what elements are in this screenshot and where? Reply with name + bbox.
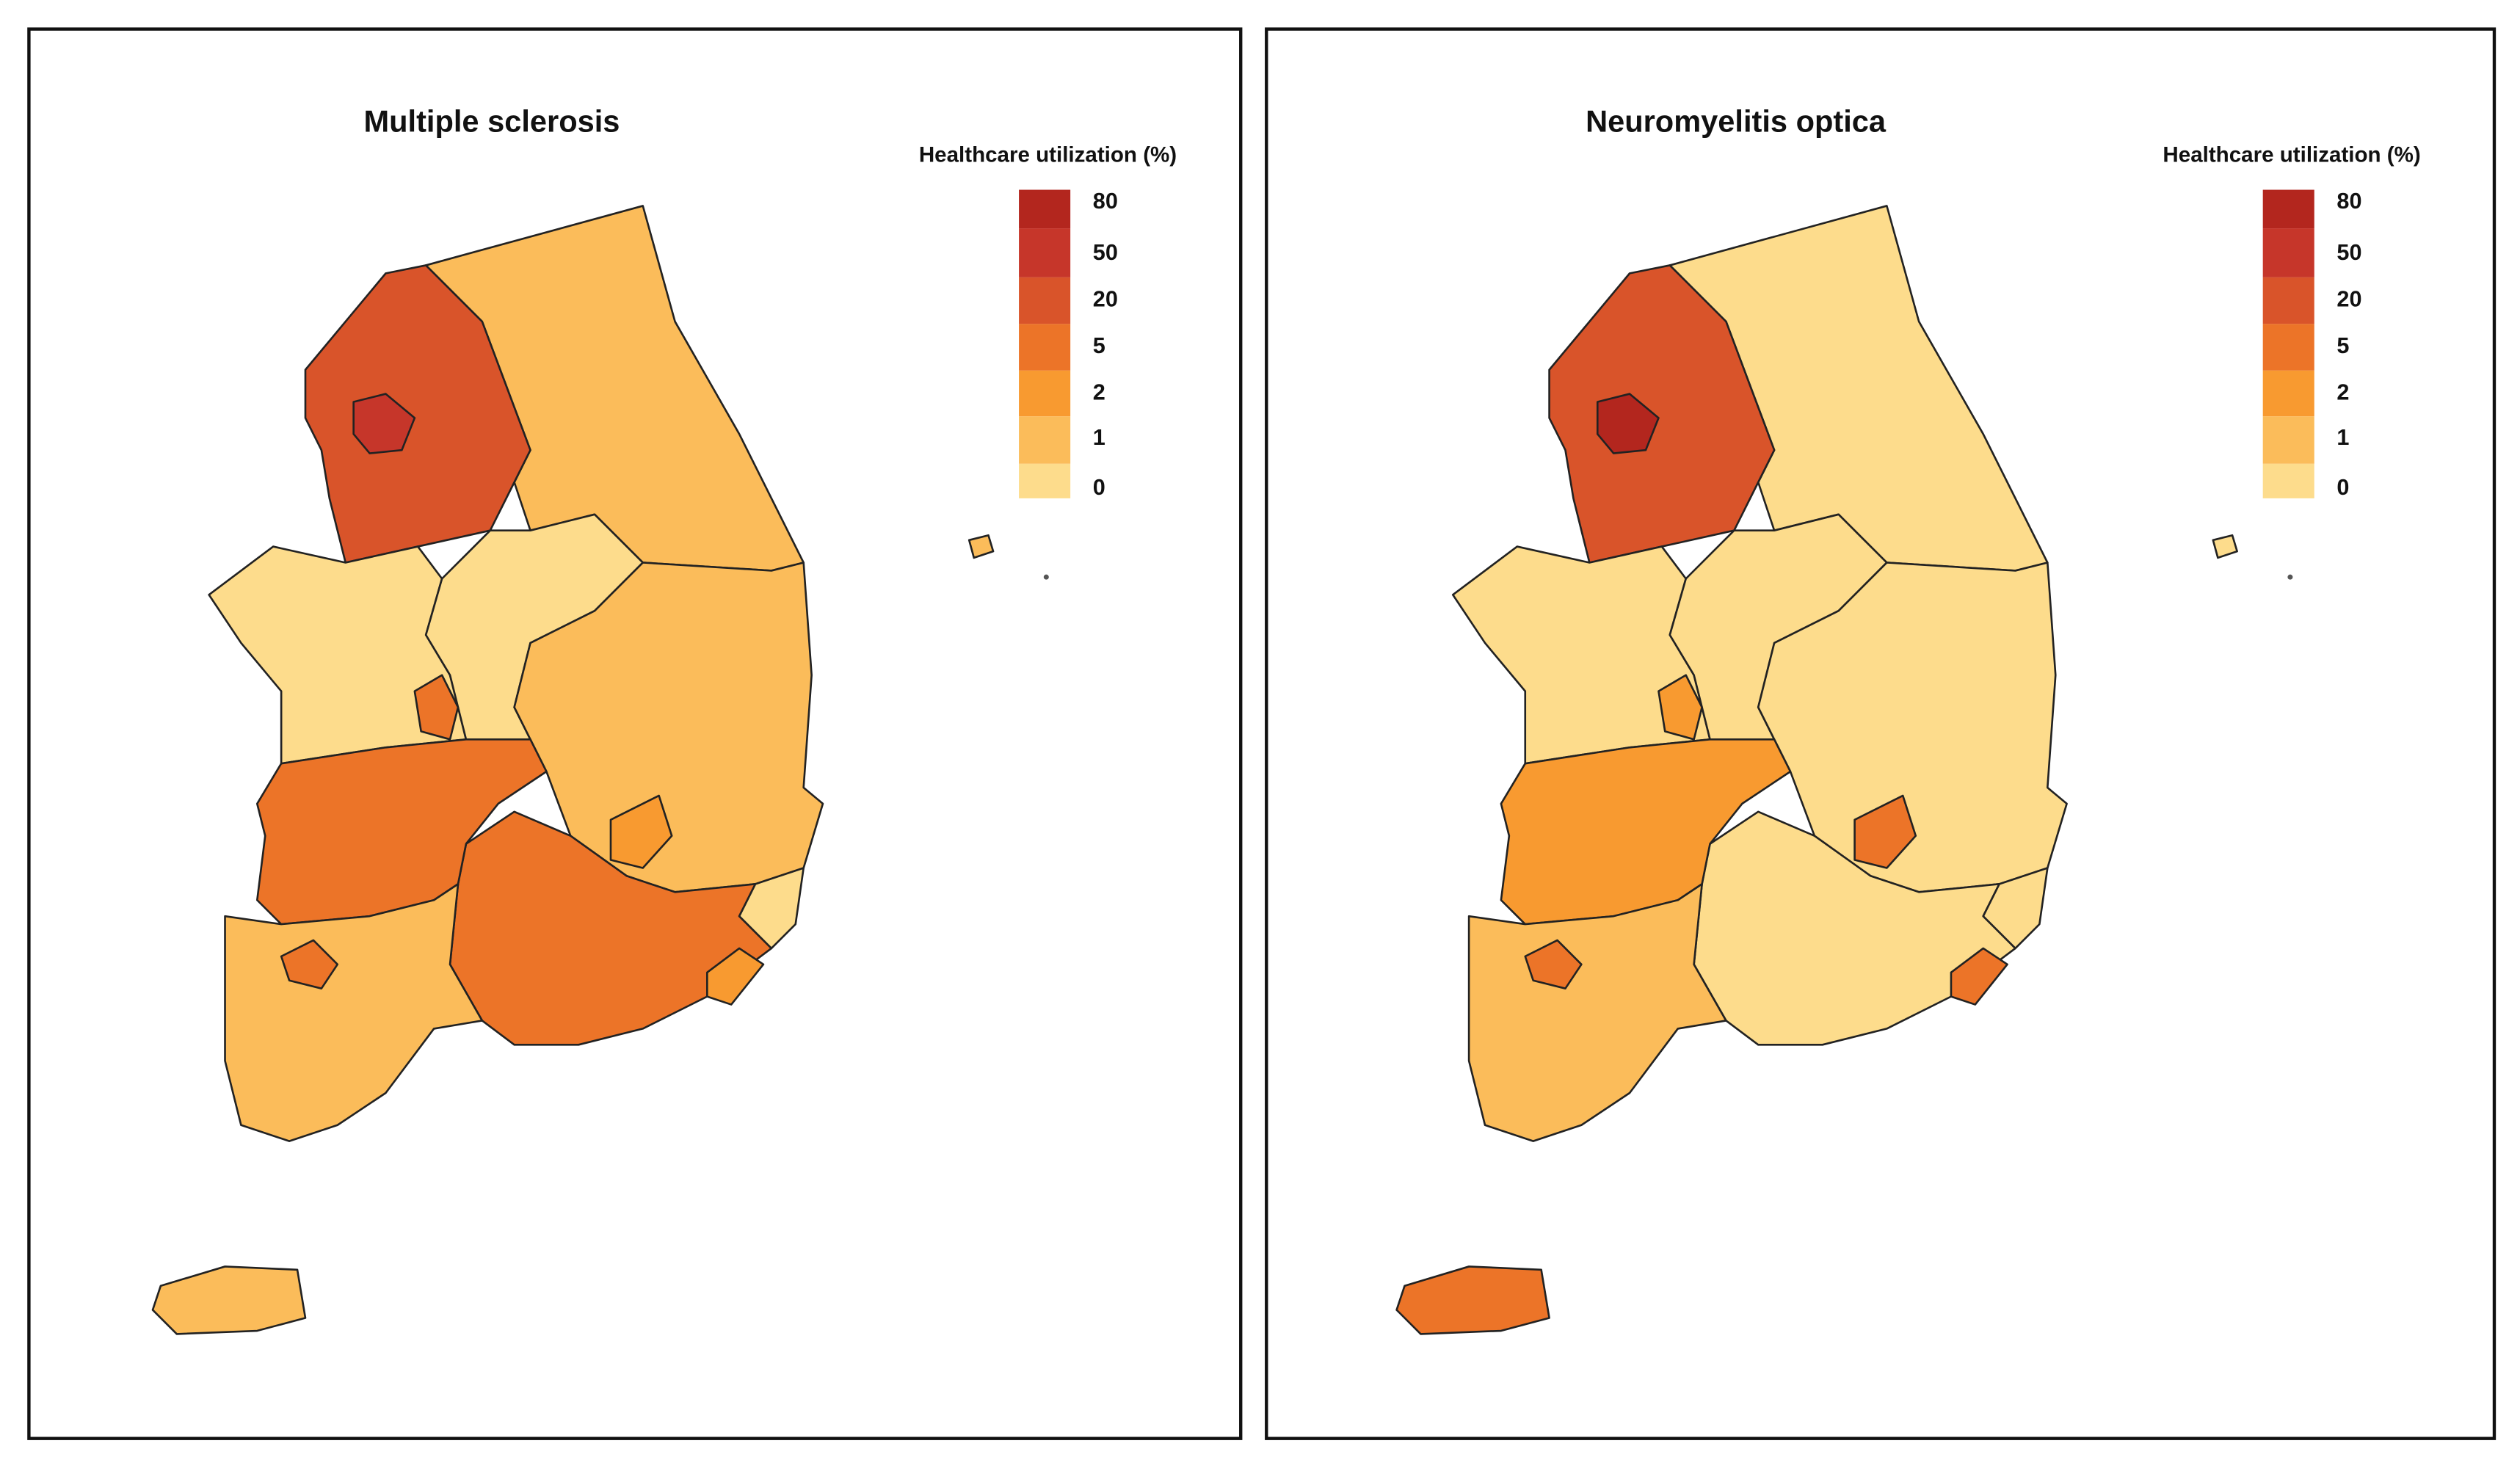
- legend-swatch: [1019, 324, 1071, 371]
- map-panel: Neuromyelitis optica Healthcare utilizati…: [1265, 27, 2497, 1440]
- region-daejeon: [1657, 674, 1703, 741]
- legend-label: 0: [1093, 475, 1105, 500]
- region-jeju: [151, 1265, 307, 1335]
- legend-label: 2: [1093, 380, 1105, 405]
- legend-label: 1: [1093, 425, 1105, 450]
- legend-swatch: [1019, 277, 1071, 324]
- region-seoul: [352, 393, 416, 454]
- region-jeju: [1395, 1265, 1550, 1335]
- map-panel: Multiple sclerosis Healthcare utilization…: [27, 27, 1243, 1440]
- legend-label: 0: [2336, 475, 2349, 500]
- panel-title: Neuromyelitis optica: [1586, 104, 1887, 139]
- legend-title: Healthcare utilization (%): [919, 142, 1177, 167]
- region-ulleungdo: [967, 534, 995, 559]
- dokdo: [2287, 574, 2293, 580]
- map: [151, 205, 1049, 1335]
- legend-label: 5: [1093, 333, 1105, 358]
- legend-label: 1: [2336, 425, 2349, 450]
- region-ulleungdo: [2212, 534, 2238, 559]
- legend-label: 50: [2336, 240, 2361, 265]
- dokdo: [1043, 574, 1049, 580]
- region-jeonnam: [1467, 883, 1727, 1142]
- region-daegu: [1853, 794, 1917, 869]
- legend-swatch: [2262, 189, 2314, 229]
- legend-label: 2: [2336, 380, 2349, 405]
- legend-swatch: [2262, 277, 2314, 324]
- legend-swatch: [2262, 463, 2314, 498]
- legend-label: 80: [2336, 189, 2361, 214]
- legend-label: 80: [1093, 189, 1118, 214]
- region-ulsan: [738, 867, 805, 950]
- legend-swatch: [2262, 228, 2314, 277]
- legend-title: Healthcare utilization (%): [2163, 142, 2420, 167]
- legend-label: 20: [2336, 287, 2361, 312]
- region-busan: [706, 947, 765, 1006]
- legend-swatch: [2262, 324, 2314, 371]
- region-gwangju: [280, 939, 339, 989]
- panel-title: Multiple sclerosis: [363, 104, 620, 139]
- legend-swatch: [1019, 228, 1071, 277]
- region-seoul: [1596, 393, 1660, 454]
- region-gwangju: [1524, 939, 1583, 989]
- map: [1395, 205, 2293, 1335]
- region-jeonnam: [224, 883, 484, 1142]
- region-ulsan: [1982, 867, 2049, 950]
- legend-label: 5: [2336, 333, 2349, 358]
- legend-swatch: [1019, 416, 1071, 464]
- legend-swatch: [1019, 463, 1071, 498]
- legend-label: 20: [1093, 287, 1118, 312]
- region-daegu: [609, 794, 673, 869]
- region-busan: [1950, 947, 2008, 1006]
- legend-swatch: [2262, 370, 2314, 417]
- legend-swatch: [1019, 370, 1071, 417]
- legend-label: 50: [1093, 240, 1118, 265]
- region-daejeon: [413, 674, 460, 741]
- legend-swatch: [2262, 416, 2314, 464]
- legend-swatch: [1019, 189, 1071, 229]
